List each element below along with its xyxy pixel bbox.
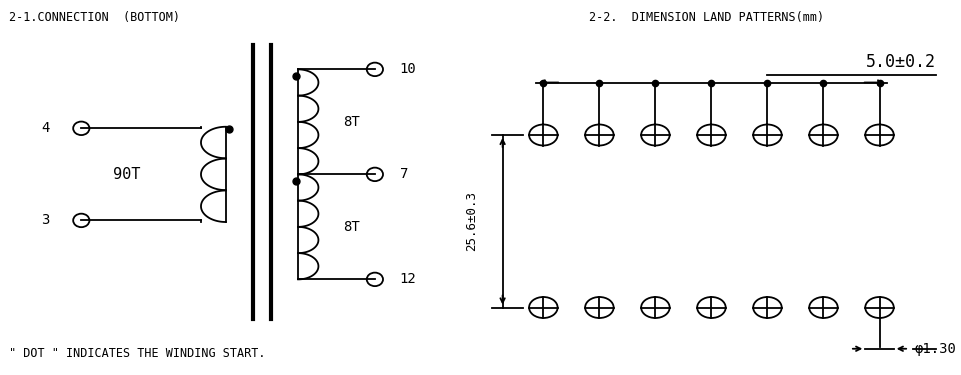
Text: 5.0±0.2: 5.0±0.2 xyxy=(866,53,936,71)
Text: " DOT " INDICATES THE WINDING START.: " DOT " INDICATES THE WINDING START. xyxy=(9,347,265,360)
Text: 12: 12 xyxy=(400,272,416,286)
Text: 2-2.  DIMENSION LAND PATTERNS(mm): 2-2. DIMENSION LAND PATTERNS(mm) xyxy=(589,11,824,24)
Text: 4: 4 xyxy=(41,122,49,135)
Text: 10: 10 xyxy=(400,62,416,76)
Text: 8T: 8T xyxy=(343,115,360,129)
Text: 25.6±0.3: 25.6±0.3 xyxy=(465,191,479,251)
Text: 8T: 8T xyxy=(343,220,360,234)
Text: φ1.30: φ1.30 xyxy=(914,342,956,356)
Text: 7: 7 xyxy=(400,167,408,182)
Text: 90T: 90T xyxy=(112,167,140,182)
Text: 3: 3 xyxy=(41,213,49,227)
Text: 2-1.CONNECTION  (BOTTOM): 2-1.CONNECTION (BOTTOM) xyxy=(9,11,180,24)
